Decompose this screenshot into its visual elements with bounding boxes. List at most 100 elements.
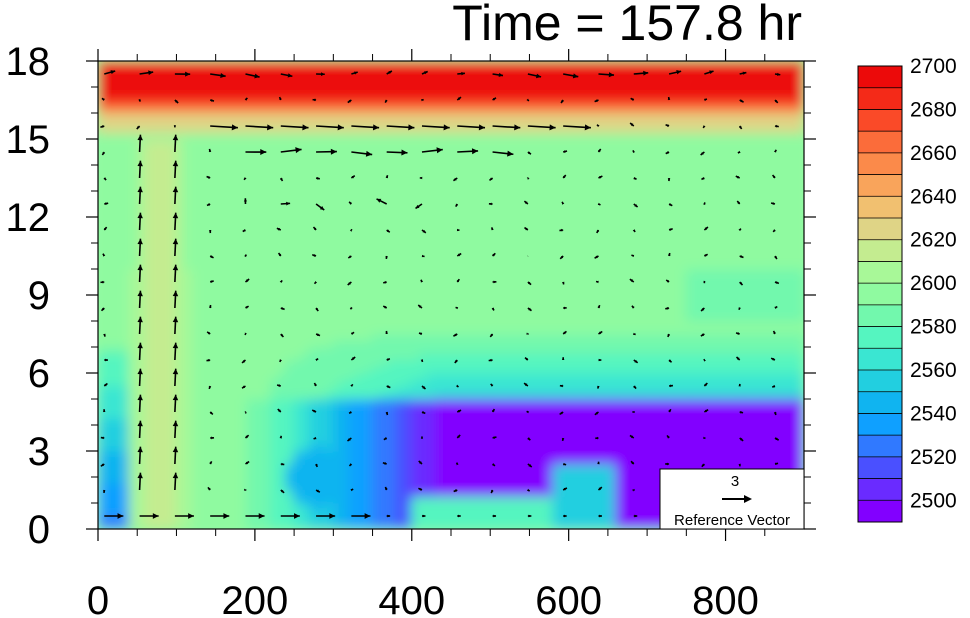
field-cell xyxy=(348,483,358,491)
field-cell xyxy=(317,522,326,529)
field-cell xyxy=(623,255,632,263)
field-cell xyxy=(528,210,538,218)
field-cell xyxy=(403,145,413,153)
field-cell xyxy=(403,216,413,224)
field-cell xyxy=(121,353,130,361)
field-cell xyxy=(160,61,170,68)
field-cell xyxy=(199,164,209,172)
field-cell xyxy=(113,476,123,484)
field-cell xyxy=(450,177,460,185)
field-cell xyxy=(474,463,483,471)
field-cell xyxy=(497,249,507,257)
field-cell xyxy=(599,80,609,88)
field-cell xyxy=(599,411,609,419)
field-cell xyxy=(230,125,240,133)
field-cell xyxy=(309,444,319,452)
field-cell xyxy=(293,301,303,309)
field-cell xyxy=(301,346,311,354)
field-cell xyxy=(528,392,538,400)
field-cell xyxy=(379,210,389,218)
field-cell xyxy=(623,288,632,296)
field-cell xyxy=(623,314,632,322)
field-cell xyxy=(426,236,436,244)
field-cell xyxy=(426,255,436,263)
field-cell xyxy=(426,418,436,426)
field-cell xyxy=(309,99,319,107)
field-cell xyxy=(215,86,225,94)
field-cell xyxy=(521,177,530,185)
field-cell xyxy=(395,385,405,393)
field-cell xyxy=(576,151,585,159)
field-cell xyxy=(348,145,358,153)
field-cell xyxy=(144,522,154,529)
field-cell xyxy=(505,61,515,68)
field-cell xyxy=(528,288,538,296)
field-cell xyxy=(348,333,358,341)
field-cell xyxy=(474,86,483,94)
field-cell xyxy=(544,268,554,276)
field-cell xyxy=(528,522,538,529)
field-cell xyxy=(458,457,468,465)
field-cell xyxy=(379,197,389,205)
field-cell xyxy=(121,262,130,270)
field-cell xyxy=(105,249,115,257)
field-cell xyxy=(254,502,264,510)
field-cell xyxy=(356,379,366,387)
field-cell xyxy=(576,418,585,426)
field-cell xyxy=(254,307,264,315)
field-cell xyxy=(403,184,413,192)
field-cell xyxy=(168,236,177,244)
field-cell xyxy=(387,515,397,523)
field-cell xyxy=(474,67,483,75)
field-cell xyxy=(262,236,272,244)
field-cell xyxy=(387,262,397,270)
field-cell xyxy=(301,112,311,120)
field-cell xyxy=(536,450,546,458)
field-cell xyxy=(168,522,177,529)
field-cell xyxy=(630,359,640,367)
field-cell xyxy=(128,502,138,510)
field-cell xyxy=(215,242,225,250)
field-cell xyxy=(160,379,170,387)
field-cell xyxy=(372,119,381,127)
field-cell xyxy=(434,171,444,179)
field-cell xyxy=(505,281,515,289)
field-cell xyxy=(419,145,428,153)
field-cell xyxy=(395,476,405,484)
field-cell xyxy=(474,411,483,419)
field-cell xyxy=(395,164,405,172)
field-cell xyxy=(324,398,334,406)
field-cell xyxy=(528,327,538,335)
field-cell xyxy=(175,151,185,159)
field-cell xyxy=(403,515,413,523)
field-cell xyxy=(105,483,115,491)
field-cell xyxy=(411,210,421,218)
field-cell xyxy=(183,353,193,361)
field-cell xyxy=(489,353,499,361)
field-cell xyxy=(521,333,530,341)
field-cell xyxy=(497,366,507,374)
field-cell xyxy=(474,216,483,224)
field-cell xyxy=(262,496,272,504)
field-cell xyxy=(536,483,546,491)
field-cell xyxy=(528,281,538,289)
field-cell xyxy=(623,249,632,257)
field-cell xyxy=(364,67,374,75)
field-cell xyxy=(246,515,256,523)
field-cell xyxy=(324,184,334,192)
field-cell xyxy=(340,437,350,445)
field-cell xyxy=(623,489,632,497)
field-cell xyxy=(497,242,507,250)
field-cell xyxy=(387,333,397,341)
field-cell xyxy=(348,431,358,439)
field-cell xyxy=(364,346,374,354)
field-cell xyxy=(560,145,570,153)
field-cell xyxy=(638,457,648,465)
field-cell xyxy=(591,359,601,367)
field-cell xyxy=(419,216,428,224)
field-cell xyxy=(168,463,177,471)
field-cell xyxy=(348,132,358,140)
field-cell xyxy=(607,249,617,257)
field-cell xyxy=(426,177,436,185)
field-cell xyxy=(395,125,405,133)
